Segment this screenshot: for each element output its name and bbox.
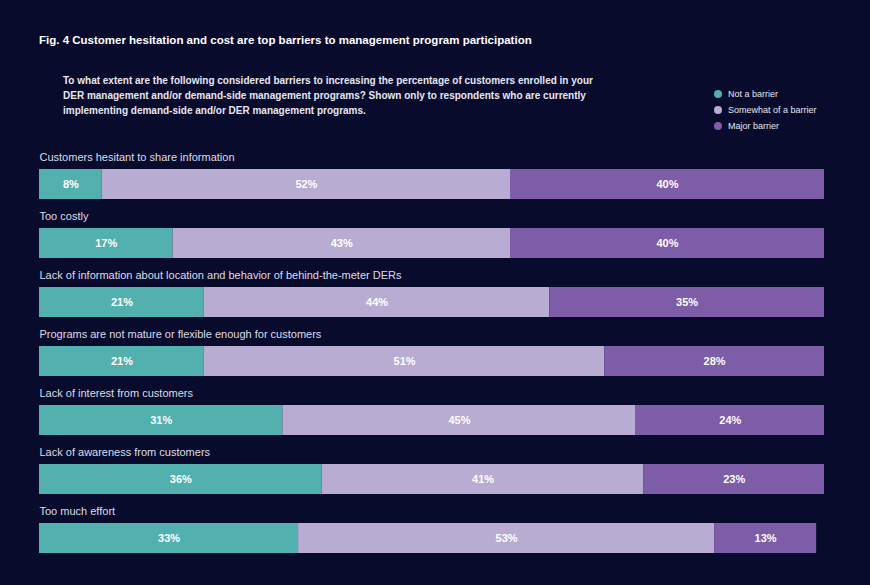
svg-text:43%: 43% [331, 237, 353, 249]
html-text:Fig. 4 Customer hesitation and: Fig. 4 Customer hesitation and cost are … [39, 34, 532, 46]
svg-text:8%: 8% [63, 178, 79, 190]
svg-text:44%: 44% [366, 296, 388, 308]
svg-text:Too costly: Too costly [40, 210, 89, 222]
svg-text:13%: 13% [755, 532, 777, 544]
html-text:Major barrier: Major barrier [728, 121, 779, 131]
svg-text:21%: 21% [111, 355, 133, 367]
html-text:Somewhat of a barrier: Somewhat of a barrier [728, 105, 817, 115]
svg-text:Customers hesitant to share in: Customers hesitant to share information [40, 151, 235, 163]
svg-text:17%: 17% [95, 237, 117, 249]
svg-text:52%: 52% [295, 178, 317, 190]
svg-text:33%: 33% [158, 532, 180, 544]
svg-text:51%: 51% [394, 355, 416, 367]
svg-text:40%: 40% [656, 178, 678, 190]
svg-text:45%: 45% [448, 414, 470, 426]
svg-text:24%: 24% [719, 414, 741, 426]
svg-text:53%: 53% [496, 532, 518, 544]
html-text:Not a barrier: Not a barrier [728, 89, 778, 99]
html-text:To what extent are the followi: To what extent are the following conside… [63, 75, 593, 116]
svg-text:40%: 40% [656, 237, 678, 249]
svg-text:41%: 41% [472, 473, 494, 485]
svg-text:23%: 23% [723, 473, 745, 485]
svg-text:28%: 28% [704, 355, 726, 367]
svg-text:Lack of interest from customer: Lack of interest from customers [40, 387, 194, 399]
svg-text:Lack of information about loca: Lack of information about location and b… [40, 269, 402, 281]
svg-text:Programs are not mature or fle: Programs are not mature or flexible enou… [40, 328, 322, 340]
svg-text:Too much effort: Too much effort [40, 505, 116, 517]
svg-text:21%: 21% [111, 296, 133, 308]
svg-text:36%: 36% [170, 473, 192, 485]
svg-text:31%: 31% [150, 414, 172, 426]
svg-text:35%: 35% [676, 296, 698, 308]
svg-text:Lack of awareness from custome: Lack of awareness from customers [40, 446, 211, 458]
